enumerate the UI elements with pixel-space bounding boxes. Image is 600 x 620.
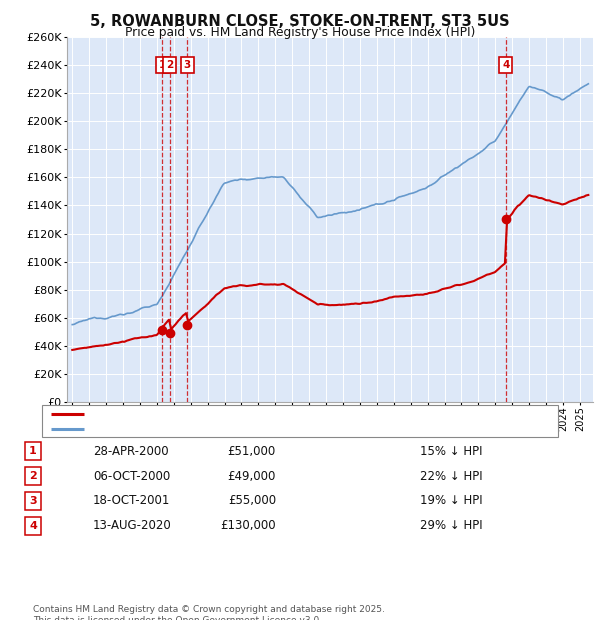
Text: 18-OCT-2001: 18-OCT-2001 — [93, 495, 170, 507]
Text: 22% ↓ HPI: 22% ↓ HPI — [420, 470, 482, 482]
Text: 19% ↓ HPI: 19% ↓ HPI — [420, 495, 482, 507]
Text: 4: 4 — [29, 521, 37, 531]
Text: 2: 2 — [166, 60, 173, 70]
Text: 5, ROWANBURN CLOSE, STOKE-ON-TRENT, ST3 5US (detached house): 5, ROWANBURN CLOSE, STOKE-ON-TRENT, ST3 … — [90, 409, 472, 419]
Text: Contains HM Land Registry data © Crown copyright and database right 2025.
This d: Contains HM Land Registry data © Crown c… — [33, 604, 385, 620]
Text: 29% ↓ HPI: 29% ↓ HPI — [420, 520, 482, 532]
Text: 1: 1 — [29, 446, 37, 456]
Text: 4: 4 — [502, 60, 509, 70]
Text: £130,000: £130,000 — [220, 520, 276, 532]
Text: HPI: Average price, detached house, Stoke-on-Trent: HPI: Average price, detached house, Stok… — [90, 424, 371, 434]
Text: 3: 3 — [184, 60, 191, 70]
Text: 5, ROWANBURN CLOSE, STOKE-ON-TRENT, ST3 5US: 5, ROWANBURN CLOSE, STOKE-ON-TRENT, ST3 … — [90, 14, 510, 29]
Text: Price paid vs. HM Land Registry's House Price Index (HPI): Price paid vs. HM Land Registry's House … — [125, 26, 475, 39]
Text: 06-OCT-2000: 06-OCT-2000 — [93, 470, 170, 482]
Text: 2: 2 — [29, 471, 37, 481]
Text: 1: 1 — [158, 60, 166, 70]
Text: £49,000: £49,000 — [227, 470, 276, 482]
Text: 3: 3 — [29, 496, 37, 506]
Text: 13-AUG-2020: 13-AUG-2020 — [93, 520, 172, 532]
Text: 28-APR-2000: 28-APR-2000 — [93, 445, 169, 458]
Text: £55,000: £55,000 — [228, 495, 276, 507]
Text: £51,000: £51,000 — [228, 445, 276, 458]
Text: 15% ↓ HPI: 15% ↓ HPI — [420, 445, 482, 458]
